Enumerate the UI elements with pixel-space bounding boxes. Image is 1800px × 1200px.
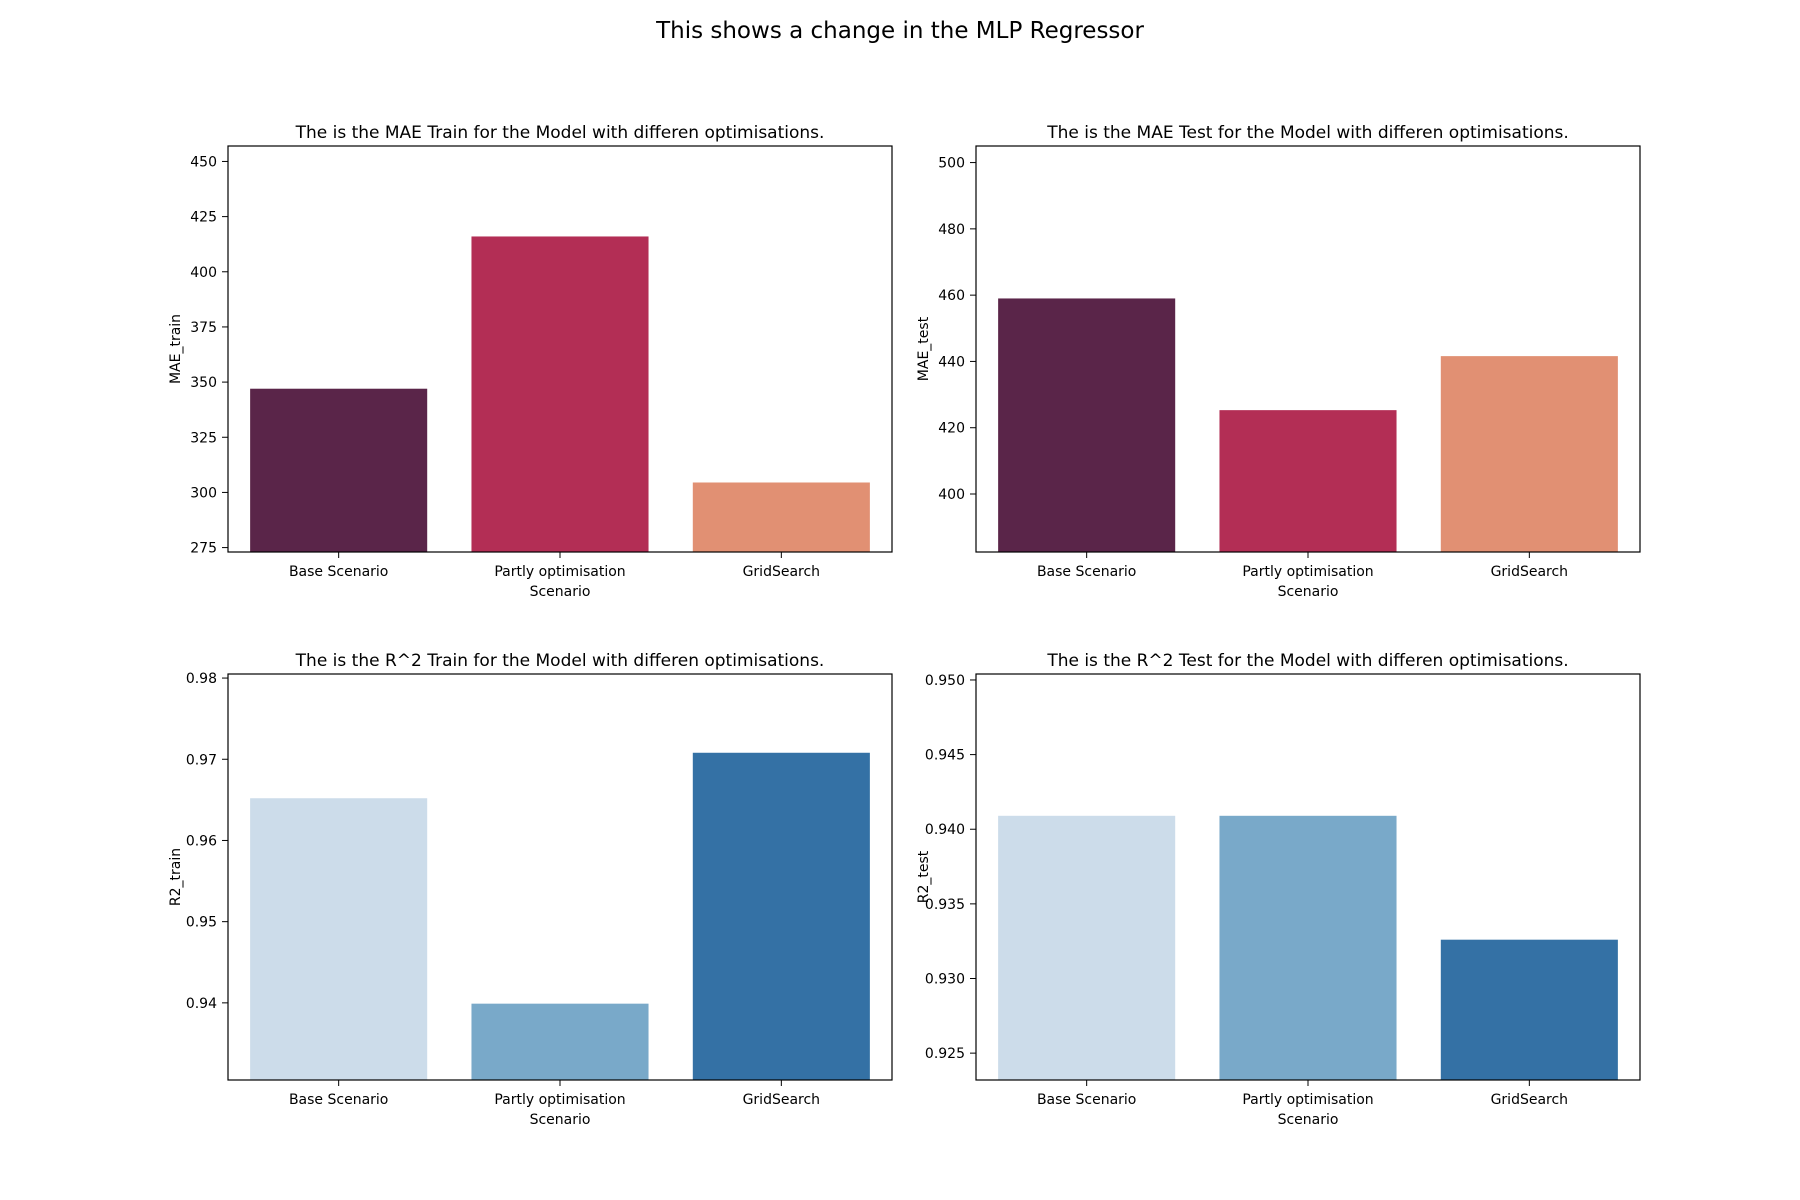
y-tick-label: 420 <box>938 421 965 437</box>
y-tick-label: 0.94 <box>186 996 217 1012</box>
bar-gridsearch <box>692 752 870 1080</box>
x-tick-label: Base Scenario <box>1037 1092 1136 1108</box>
subplot-title: The is the R^2 Train for the Model with … <box>295 651 825 671</box>
subplot-2: 400 420 440 460 480 500 Base Scenario Partly op… <box>916 123 1641 600</box>
bar-partly-optimisation <box>1219 815 1397 1080</box>
x-tick-label: Partly optimisation <box>1242 564 1373 580</box>
y-tick-label: 0.935 <box>925 897 965 913</box>
x-tick-label: GridSearch <box>1491 1092 1568 1108</box>
y-tick-label: 0.96 <box>186 833 217 849</box>
y-tick-label: 425 <box>190 210 217 226</box>
bar-gridsearch <box>1440 939 1618 1080</box>
figure-title: This shows a change in the MLP Regressor <box>656 18 1144 44</box>
y-axis-label: MAE_test <box>916 316 932 381</box>
y-tick-label: 350 <box>190 375 217 391</box>
y-tick-label: 0.98 <box>186 671 217 687</box>
subplot-title: The is the MAE Test for the Model with d… <box>1046 123 1569 143</box>
y-tick-label: 0.97 <box>186 752 217 768</box>
y-axis-label: R2_train <box>168 848 184 906</box>
y-tick-label: 480 <box>938 222 965 238</box>
x-axis-label: Scenario <box>1278 584 1339 600</box>
x-tick-label: GridSearch <box>743 564 820 580</box>
subplot-1: 275 300 325 350 375 400 425 450 Base Scenario Par… <box>168 123 893 600</box>
subplot-4: 0.925 0.930 0.935 0.940 0.945 0.950 Base Scena… <box>916 651 1641 1128</box>
y-tick-label: 460 <box>938 288 965 304</box>
x-axis-label: Scenario <box>530 1112 591 1128</box>
bar-gridsearch <box>1440 356 1618 552</box>
subplot-3: 0.94 0.95 0.96 0.97 0.98 Base Scenario Partly … <box>168 651 893 1128</box>
y-tick-label: 275 <box>190 541 217 557</box>
bar-partly-optimisation <box>471 236 649 552</box>
y-tick-label: 0.95 <box>186 915 217 931</box>
subplot-title: The is the R^2 Test for the Model with d… <box>1046 651 1568 671</box>
y-tick-label: 0.945 <box>925 748 965 764</box>
x-tick-label: GridSearch <box>743 1092 820 1108</box>
bar-partly-optimisation <box>471 1003 649 1080</box>
y-tick-label: 400 <box>938 487 965 503</box>
x-tick-label: Base Scenario <box>289 564 388 580</box>
y-tick-label: 300 <box>190 485 217 501</box>
bar-base-scenario <box>250 798 428 1080</box>
x-tick-label: Partly optimisation <box>494 1092 625 1108</box>
bar-gridsearch <box>692 482 870 552</box>
subplot-title: The is the MAE Train for the Model with … <box>295 123 825 143</box>
bar-partly-optimisation <box>1219 410 1397 552</box>
y-tick-label: 0.925 <box>925 1046 965 1062</box>
x-axis-label: Scenario <box>1278 1112 1339 1128</box>
x-tick-label: Base Scenario <box>289 1092 388 1108</box>
y-axis-label: R2_test <box>916 850 932 903</box>
y-axis-label: MAE_train <box>168 314 184 384</box>
y-tick-label: 0.950 <box>925 673 965 689</box>
y-tick-label: 0.930 <box>925 972 965 988</box>
y-tick-label: 375 <box>190 320 217 336</box>
x-tick-label: GridSearch <box>1491 564 1568 580</box>
x-tick-label: Partly optimisation <box>494 564 625 580</box>
x-axis-label: Scenario <box>530 584 591 600</box>
bar-base-scenario <box>998 815 1176 1080</box>
y-tick-label: 500 <box>938 156 965 172</box>
bar-base-scenario <box>250 388 428 552</box>
x-tick-label: Partly optimisation <box>1242 1092 1373 1108</box>
y-tick-label: 0.940 <box>925 822 965 838</box>
y-tick-label: 440 <box>938 354 965 370</box>
x-tick-label: Base Scenario <box>1037 564 1136 580</box>
y-tick-label: 400 <box>190 265 217 281</box>
y-tick-label: 450 <box>190 154 217 170</box>
y-tick-label: 325 <box>190 430 217 446</box>
bar-base-scenario <box>998 298 1176 552</box>
